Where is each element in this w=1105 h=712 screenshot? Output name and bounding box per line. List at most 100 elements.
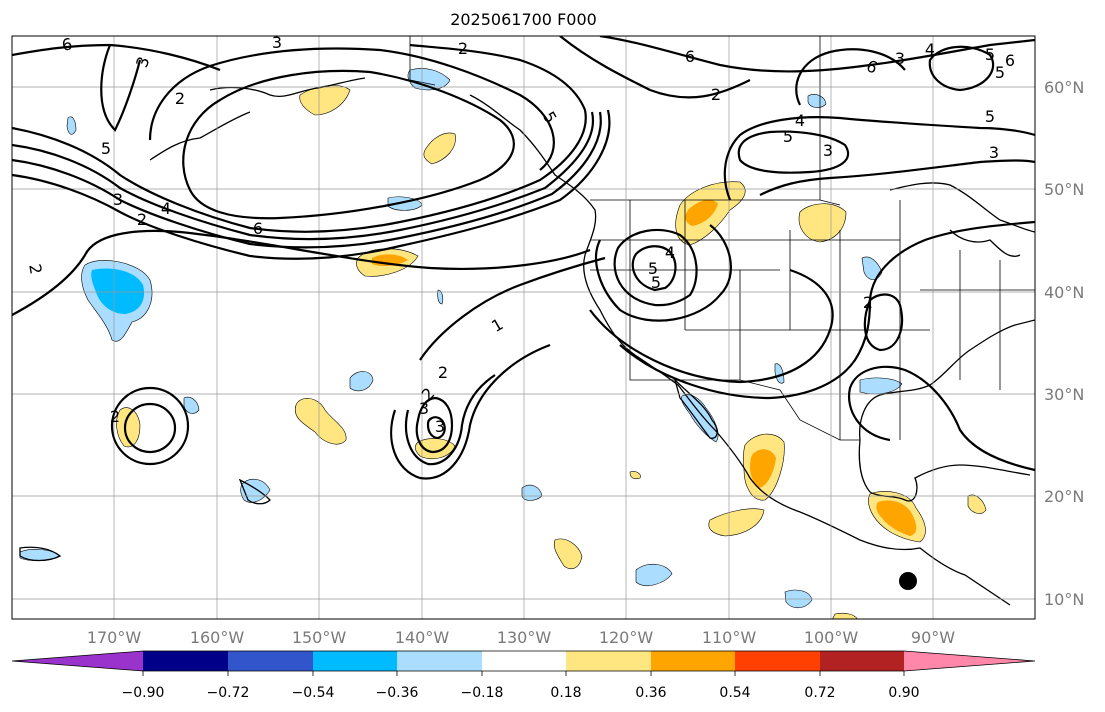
lat-label: 20°N (1044, 487, 1084, 506)
negative-anomaly-area (349, 371, 374, 392)
map-title: 2025061700 F000 (450, 10, 597, 29)
contour-label: 6 (1005, 51, 1015, 70)
positive-anomaly-area (553, 538, 583, 569)
contour-label: 5 (985, 45, 995, 64)
lat-label: 30°N (1044, 385, 1084, 404)
positive-anomaly-area (967, 494, 987, 514)
lon-label: 170°W (87, 628, 142, 647)
colorbar-tick-label: −0.18 (461, 685, 504, 701)
colorbar-bin (820, 651, 904, 671)
colorbar-bin (397, 651, 482, 671)
contour-label: 5 (648, 259, 658, 278)
contour-label: 4 (925, 40, 935, 59)
strong-negative-anomaly-area (91, 268, 145, 314)
lat-label: 10°N (1044, 590, 1084, 609)
lon-label: 120°W (599, 628, 654, 647)
negative-anomaly-area (183, 396, 200, 414)
negative-anomaly-area (240, 478, 271, 503)
positive-anomaly-area (876, 500, 917, 536)
negative-anomaly-area (807, 94, 827, 108)
colorbar-tick-label: 0.72 (804, 685, 835, 701)
contour-label: 5 (101, 139, 111, 158)
positive-anomaly-area (685, 199, 718, 226)
positive-anomaly-area (629, 471, 641, 480)
colorbar-tick-label: −0.36 (376, 685, 419, 701)
contour-label: 3 (419, 399, 429, 418)
contour-label: 2 (110, 407, 120, 426)
colorbar-bin (482, 651, 566, 671)
contour-label: 3 (895, 49, 905, 68)
gridlines (12, 36, 1035, 619)
contour-label: 4 (161, 199, 171, 218)
lon-label: 100°W (804, 628, 859, 647)
colorbar-bin (735, 651, 820, 671)
lat-label: 60°N (1044, 78, 1084, 97)
lat-label: 50°N (1044, 180, 1084, 199)
political-borders (409, 36, 1035, 441)
positive-anomaly-area (750, 449, 776, 488)
contour-label: 2 (458, 39, 468, 58)
contour-label: 3 (823, 141, 833, 160)
colorbar-tick-label: −0.72 (207, 685, 250, 701)
anomaly-shading (19, 68, 987, 619)
contour-label: 5 (985, 107, 995, 126)
colorbar: −0.90 −0.72 −0.54 −0.36 −0.18 0.18 0.36 … (11, 650, 1036, 701)
marker-dot (899, 572, 917, 590)
negative-anomaly-area (861, 256, 883, 280)
colorbar-bin (566, 651, 651, 671)
colorbar-under-triangle (12, 651, 143, 671)
contour-label: 3 (435, 417, 445, 436)
contour-label: 2 (438, 363, 448, 382)
colorbar-over-triangle (904, 651, 1035, 671)
contour-label: 6 (685, 47, 695, 66)
lon-label: 130°W (497, 628, 552, 647)
contour-labels: 6 3 2 6 3 4 2 5 5 3 2 4 6 6 3 6 5 5 5 4 … (25, 33, 1015, 436)
colorbar-tick-label: 0.90 (888, 685, 919, 701)
contour-label: 2 (137, 210, 147, 229)
contour-label: 4 (795, 111, 805, 130)
contour-label: 2 (711, 85, 721, 104)
longitude-labels: 170°W 160°W 150°W 140°W 130°W 120°W 110°… (87, 628, 955, 647)
lat-label: 40°N (1044, 283, 1084, 302)
colorbar-tick-label: −0.54 (292, 685, 335, 701)
colorbar-bin (651, 651, 735, 671)
negative-anomaly-area (635, 563, 673, 586)
colorbar-bin (228, 651, 313, 671)
contour-label: 6 (60, 34, 73, 54)
contours (12, 36, 1035, 480)
positive-anomaly-area (798, 203, 847, 243)
contour-label: 4 (665, 243, 675, 262)
colorbar-tick-label: 0.54 (719, 685, 750, 701)
lon-label: 160°W (190, 628, 245, 647)
contour-label: 2 (863, 293, 873, 312)
contour-label: 3 (272, 33, 282, 52)
contour-label: 2 (25, 262, 45, 275)
colorbar-bin (143, 651, 228, 671)
lon-label: 150°W (292, 628, 347, 647)
colorbar-tick-label: 0.36 (635, 685, 666, 701)
positive-anomaly-area (294, 398, 347, 445)
contour-label: 3 (113, 190, 123, 209)
lon-label: 110°W (702, 628, 757, 647)
lon-label: 90°W (911, 628, 955, 647)
negative-anomaly-area (66, 116, 77, 135)
positive-anomaly-area (832, 612, 858, 619)
colorbar-bin (313, 651, 397, 671)
map-frame (11, 35, 1036, 620)
colorbar-tick-label: 0.18 (550, 685, 581, 701)
lon-label: 140°W (395, 628, 450, 647)
contour-label: 3 (989, 143, 999, 162)
negative-anomaly-area (681, 394, 719, 443)
positive-anomaly-area (423, 132, 456, 165)
contour-label: 2 (175, 89, 185, 108)
contour-label: 5 (995, 63, 1005, 82)
positive-anomaly-area (708, 508, 765, 537)
contour-label: 5 (651, 273, 661, 292)
colorbar-tick-label: −0.90 (122, 685, 165, 701)
contour-label: 5 (783, 127, 793, 146)
latitude-labels: 60°N 50°N 40°N 30°N 20°N 10°N (1044, 78, 1084, 609)
contour-label: 6 (253, 219, 263, 238)
negative-anomaly-area (859, 377, 903, 395)
map-area (12, 36, 1035, 619)
